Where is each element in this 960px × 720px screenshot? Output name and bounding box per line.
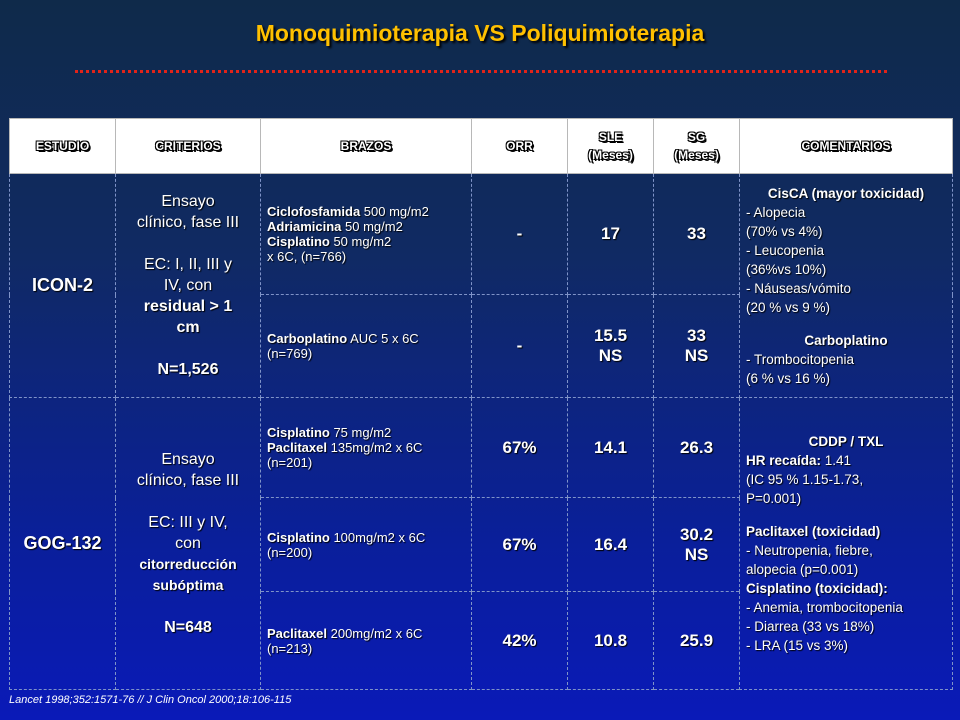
criteria-icon2: Ensayo clínico, fase III EC: I, II, III … (115, 173, 261, 398)
comments-icon2: CisCA (mayor toxicidad) - Alopecia (70% … (739, 173, 953, 398)
sle-value: 14.1 (567, 397, 654, 498)
orr-value: 67% (471, 497, 568, 592)
arm-gog132-paclitaxel: Paclitaxel 200mg/m2 x 6C (n=213) (260, 591, 472, 690)
orr-value: - (471, 294, 568, 398)
title-divider (75, 70, 887, 73)
table-row: Carboplatino AUC 5 x 6C (n=769) - 15.5 NS… (10, 294, 953, 398)
page-title: Monoquimioterapia VS Poliquimioterapia (255, 20, 705, 46)
sg-value: 33 NS (653, 294, 740, 398)
header-sle: SLE (Meses) (567, 118, 654, 174)
sle-value: 16.4 (567, 497, 654, 592)
sle-value: 10.8 (567, 591, 654, 690)
orr-value: - (471, 173, 568, 295)
header-comentarios: COMENTARIOS (739, 118, 953, 174)
arm-icon2-carboplatino: Carboplatino AUC 5 x 6C (n=769) (260, 294, 472, 398)
table-row: Cisplatino 100mg/m2 x 6C (n=200) 67% 16.… (10, 497, 953, 592)
header-criterios: CRITERIOS (115, 118, 261, 174)
sg-value: 33 (653, 173, 740, 295)
study-gog132: GOG-132 (9, 397, 116, 690)
orr-value: 42% (471, 591, 568, 690)
study-icon2: ICON-2 (9, 173, 116, 398)
header-brazos: BRAZOS (260, 118, 472, 174)
comparison-table: ESTUDIO CRITERIOS BRAZOS ORR SLE (Meses) … (9, 118, 953, 690)
table-row: GOG-132 Ensayo clínico, fase III EC: III… (9, 397, 953, 690)
criteria-gog132: Ensayo clínico, fase III EC: III y IV, c… (115, 397, 261, 690)
sle-value: 15.5 NS (567, 294, 654, 398)
header-sg: SG (Meses) (653, 118, 740, 174)
table-row: ICON-2 Ensayo clínico, fase III EC: I, I… (9, 173, 953, 398)
orr-value: 67% (471, 397, 568, 498)
arm-gog132-cis-pac: Cisplatino 75 mg/m2 Paclitaxel 135mg/m2 … (260, 397, 472, 498)
header-estudio: ESTUDIO (9, 118, 116, 174)
comments-gog132: CDDP / TXL HR recaída: 1.41 (IC 95 % 1.1… (739, 397, 953, 690)
header-orr: ORR (471, 118, 568, 174)
sg-value: 26.3 (653, 397, 740, 498)
sg-value: 30.2 NS (653, 497, 740, 592)
table-header-row: ESTUDIO CRITERIOS BRAZOS ORR SLE (Meses) … (9, 118, 953, 174)
sg-value: 25.9 (653, 591, 740, 690)
sle-value: 17 (567, 173, 654, 295)
footer-reference: Lancet 1998;352:1571-76 // J Clin Oncol … (9, 694, 292, 706)
arm-gog132-cisplatino: Cisplatino 100mg/m2 x 6C (n=200) (260, 497, 472, 592)
table-row: Paclitaxel 200mg/m2 x 6C (n=213) 42% 10.… (10, 591, 953, 690)
arm-icon2-cisca: Ciclofosfamida 500 mg/m2 Adriamicina 50 … (260, 173, 472, 295)
